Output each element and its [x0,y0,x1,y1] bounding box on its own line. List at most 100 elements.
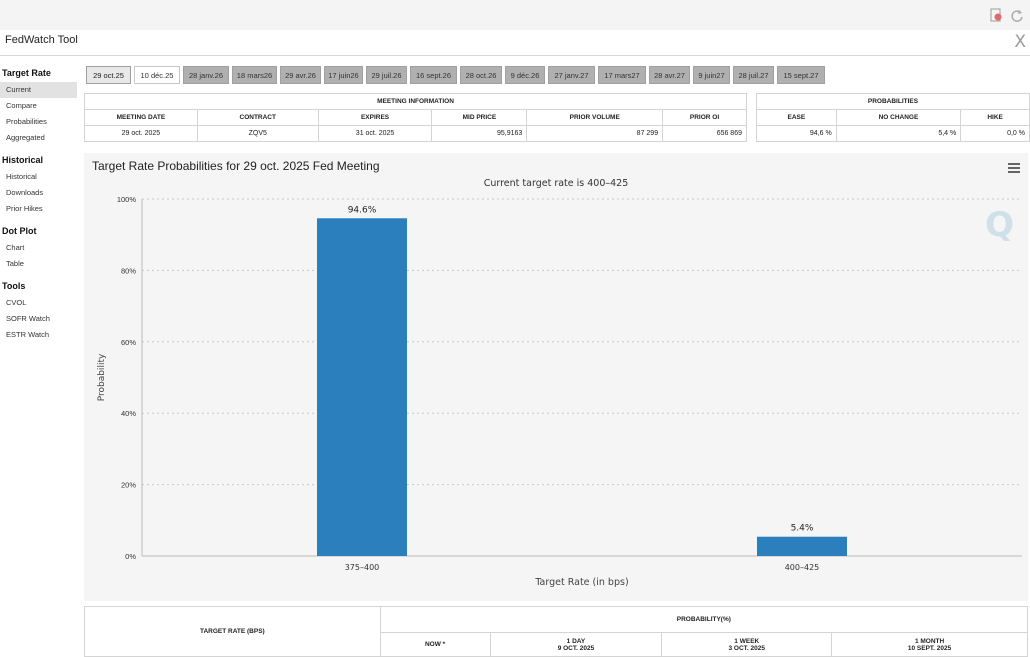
probabilities-table: PROBABILITIES EASE NO CHANGE HIKE 94,6 % 5,… [756,93,1030,142]
bar-chart: 0% 20% 40% 60% 80% 100% 94.6% 375–400 5.4% 400–42… [97,195,1022,588]
pr-head-cell: HIKE [960,109,1030,126]
sidebar: Target Rate Current Compare Probabilities Ag… [0,64,80,343]
probability-history-table: TARGET RATE (BPS) PROBABILITY(%) NOW * 1 … [84,606,1029,657]
sidebar-section-title: Dot Plot [2,226,37,236]
tab-meeting[interactable]: 17 mars27 [598,66,646,84]
sidebar-item-sofr-watch[interactable]: SOFR Watch [6,314,50,323]
tab-meeting[interactable]: 27 janv.27 [548,66,595,84]
tab-meeting[interactable]: 28 janv.26 [183,66,229,84]
tab-meeting[interactable]: 9 juin27 [693,66,730,84]
period-date: 10 SEPT. 2025 [907,644,952,652]
mi-head-cell: MID PRICE [431,109,528,126]
probability-period-header: 1 MONTH 10 SEPT. 2025 [831,632,1028,657]
period-date: 9 OCT. 2025 [557,644,595,652]
tab-meeting[interactable]: 28 oct.26 [460,66,502,84]
y-tick-label: 20% [121,481,136,490]
meeting-info-title: MEETING INFORMATION [84,93,747,110]
pr-row-cell: 94,6 % [756,125,837,142]
y-tick-label: 60% [121,338,136,347]
pr-row-cell: 5,4 % [835,125,962,142]
sidebar-item-table[interactable]: Table [6,259,24,268]
chart-title: Target Rate Probabilities for 29 oct. 20… [92,159,380,173]
tab-meeting[interactable]: 28 avr.27 [649,66,690,84]
sidebar-item-current[interactable]: Current [0,82,77,98]
meeting-info-header-row: MEETING DATE CONTRACT EXPIRES MID PRICE PRIO… [84,109,747,126]
mi-row-cell: 656 869 [662,125,747,142]
watermark-logo: Q [985,205,1014,245]
y-tick-label: 80% [121,266,136,275]
top-toolbar [0,0,1030,30]
mi-head-cell: PRIOR OI [662,109,747,126]
period-label: 1 DAY [566,637,586,645]
probability-period-header: 1 DAY 9 OCT. 2025 [489,632,663,657]
sidebar-item-prior-hikes[interactable]: Prior Hikes [6,204,43,213]
sidebar-item-chart[interactable]: Chart [6,243,25,252]
sidebar-item-aggregated[interactable]: Aggregated [6,133,45,142]
y-tick-label: 40% [121,409,136,418]
sidebar-item-cvol[interactable]: CVOL [6,298,27,307]
chart-subtitle: Current target rate is 400–425 [483,178,629,189]
meeting-info-data-row: 29 oct. 2025 ZQV5 31 oct. 2025 95,9163 87 29… [84,125,747,142]
probability-header: PROBABILITY(%) [379,606,1029,633]
tab-meeting[interactable]: 9 déc.26 [505,66,545,84]
sidebar-section-title: Target Rate [2,68,51,78]
meeting-info-table: MEETING INFORMATION MEETING DATE CONTRACT… [84,93,747,142]
y-axis-title: Probability [97,353,107,401]
probability-period-header: NOW * [379,632,491,657]
chart-panel: Target Rate Probabilities for 29 oct. 20… [84,153,1028,601]
sidebar-item-probabilities[interactable]: Probabilities [6,117,47,126]
mi-head-cell: PRIOR VOLUME [526,109,664,126]
tab-meeting[interactable]: 15 sept.27 [777,66,825,84]
data-label: 5.4% [791,524,814,534]
probability-period-row: NOW * 1 DAY 9 OCT. 2025 1 WEEK 3 OCT. 2025 1 … [85,632,1028,657]
sidebar-item-compare[interactable]: Compare [6,101,37,110]
sidebar-item-historical[interactable]: Historical [6,172,37,181]
bar [757,536,847,556]
pr-head-cell: EASE [756,109,837,126]
app-title: FedWatch Tool [5,34,78,46]
mi-row-cell: 95,9163 [431,125,528,142]
period-date: 3 OCT. 2025 [728,644,766,652]
y-tick-label: 100% [117,195,137,204]
sidebar-section-title: Tools [2,281,26,291]
tab-meeting[interactable]: 29 avr.26 [280,66,321,84]
data-label: 94.6% [348,205,377,215]
title-bar: FedWatch Tool X [0,30,1030,56]
close-icon[interactable]: X [1014,32,1026,52]
bar [317,218,407,556]
x-tick-label: 375–400 [345,563,380,572]
mi-head-cell: CONTRACT [196,109,319,126]
mi-row-cell: ZQV5 [196,125,319,142]
export-icon[interactable] [989,8,1003,22]
tab-meeting[interactable]: 16 sept.26 [410,66,457,84]
period-label: 1 WEEK [734,637,760,645]
period-label: 1 MONTH [914,637,945,645]
probability-period-header: 1 WEEK 3 OCT. 2025 [661,632,833,657]
tab-meeting[interactable]: 17 juin26 [324,66,363,84]
target-rate-header: TARGET RATE (BPS) [84,606,381,657]
tab-meeting[interactable]: 18 mars26 [232,66,277,84]
x-tick-label: 400–425 [785,563,820,572]
tab-meeting[interactable]: 10 déc.25 [134,66,180,84]
probabilities-header-row: EASE NO CHANGE HIKE [756,109,1030,126]
sidebar-section-title: Historical [2,155,44,165]
probabilities-title: PROBABILITIES [756,93,1030,110]
sidebar-item-estr-watch[interactable]: ESTR Watch [6,330,50,339]
mi-row-cell: 87 299 [526,125,664,142]
mi-row-cell: 31 oct. 2025 [317,125,433,142]
tab-meeting[interactable]: 29 oct.25 [86,66,131,84]
mi-row-cell: 29 oct. 2025 [84,125,198,142]
y-tick-label: 0% [125,552,136,561]
tab-meeting[interactable]: 28 juil.27 [733,66,774,84]
mi-head-cell: MEETING DATE [84,109,198,126]
pr-row-cell: 0,0 % [960,125,1030,142]
pr-head-cell: NO CHANGE [835,109,962,126]
chart-menu-icon[interactable] [1008,163,1020,173]
tab-meeting[interactable]: 29 juil.26 [366,66,407,84]
x-axis-title: Target Rate (in bps) [534,577,628,588]
mi-head-cell: EXPIRES [317,109,433,126]
sidebar-item-downloads[interactable]: Downloads [6,188,44,197]
period-label: NOW * [424,641,446,648]
refresh-icon[interactable] [1010,8,1024,22]
probabilities-data-row: 94,6 % 5,4 % 0,0 % [756,125,1030,142]
